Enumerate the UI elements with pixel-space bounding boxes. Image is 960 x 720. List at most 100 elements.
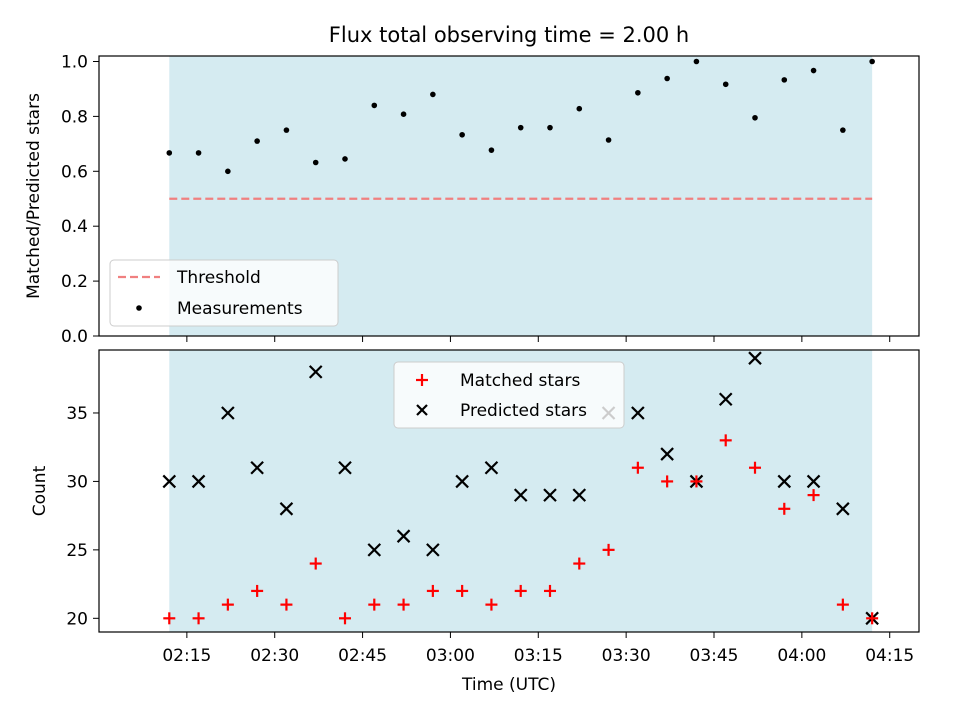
bottom-y-tick-label: 20 <box>66 609 88 629</box>
predicted-star-point <box>250 460 264 475</box>
measurement-point <box>312 159 319 166</box>
matched-star-point <box>807 489 820 502</box>
matched-star-point <box>485 598 498 611</box>
matched-star-point <box>192 612 205 625</box>
matched-star-point <box>163 612 176 625</box>
x-axis-label: Time (UTC) <box>461 675 556 695</box>
matched-star-point <box>456 584 469 597</box>
measurement-point <box>722 81 729 88</box>
measurement-point <box>869 58 875 65</box>
measurement-point <box>693 58 700 65</box>
top-y-tick-label: 0.2 <box>61 272 88 292</box>
matched-star-point <box>778 502 791 515</box>
measurement-point <box>166 150 173 156</box>
matched-star-point <box>368 598 381 611</box>
matched-star-point <box>866 612 879 625</box>
legend-matched-swatch <box>416 374 428 386</box>
predicted-star-point <box>484 460 499 475</box>
matched-star-point <box>631 461 644 474</box>
predicted-star-point <box>367 543 382 557</box>
legend-predicted-label: Predicted stars <box>460 401 587 421</box>
bottom-y-tick-label: 30 <box>66 472 88 492</box>
legend-threshold-label: Threshold <box>176 268 261 288</box>
matched-star-point <box>397 598 410 611</box>
top-y-tick-label: 1.0 <box>61 52 88 72</box>
predicted-star-point <box>631 406 645 420</box>
measurement-point <box>840 127 846 133</box>
bottom-x-ticks: 02:15 02:30 02:45 03:00 03:15 03:30 03:45 04:00… <box>162 632 914 666</box>
measurement-point <box>664 75 670 82</box>
top-y-tick-label: 0.8 <box>61 107 88 127</box>
measurement-point <box>488 147 495 153</box>
legend-predicted-swatch <box>416 404 428 416</box>
predicted-star-point <box>748 351 762 365</box>
predicted-star-point <box>572 488 587 502</box>
measurement-point <box>576 105 583 112</box>
measurement-point <box>430 91 436 98</box>
top-y-tick-label: 0.6 <box>61 162 88 182</box>
matched-star-point <box>221 598 234 611</box>
measurement-point <box>605 137 612 143</box>
measurement-point <box>517 124 524 131</box>
predicted-star-point <box>455 474 469 489</box>
x-tick-label: 02:15 <box>162 646 211 666</box>
measurement-point <box>635 89 641 96</box>
x-tick-label: 04:00 <box>777 646 826 666</box>
bottom-legend-box <box>393 361 625 429</box>
top-y-tick-label: 0.0 <box>61 327 88 347</box>
predicted-star-point <box>221 406 235 420</box>
measurement-point <box>254 138 260 144</box>
matched-star-point <box>719 434 732 447</box>
top-x-ticks <box>186 336 891 342</box>
matched-star-point <box>309 557 322 570</box>
matched-star-point <box>602 543 615 556</box>
legend-matched-label: Matched stars <box>460 371 580 391</box>
measurement-point <box>400 111 407 117</box>
x-tick-label: 04:15 <box>865 646 914 666</box>
matched-star-point <box>339 612 351 625</box>
x-tick-label: 03:30 <box>602 646 651 666</box>
predicted-star-point <box>543 488 557 502</box>
x-tick-label: 02:30 <box>250 646 299 666</box>
predicted-star-point <box>162 474 177 489</box>
predicted-star-point <box>279 502 294 516</box>
matched-star-point <box>544 584 556 597</box>
chart-title: Flux total observing time = 2.00 h <box>329 23 689 47</box>
predicted-star-point <box>513 488 528 502</box>
bottom-y-tick-label: 25 <box>66 541 88 561</box>
measurement-point <box>781 77 788 83</box>
predicted-star-point <box>396 529 411 543</box>
top-y-ticks: 0.0 0.2 0.4 0.6 0.8 1.0 <box>61 52 99 347</box>
top-axes-frame <box>98 55 920 337</box>
measurement-points <box>166 58 875 175</box>
ratio-panel: 0.0 0.2 0.4 0.6 0.8 1.0 Matched/Predicted sta… <box>24 52 920 347</box>
matched-star-point <box>426 584 439 597</box>
x-tick-label: 03:00 <box>426 646 475 666</box>
matched-star-point <box>514 584 527 597</box>
x-tick-label: 03:15 <box>514 646 563 666</box>
count-panel: 20 25 30 35 02:15 02:30 02:45 03:00 03:15 03:30 0… <box>30 349 920 695</box>
bottom-y-tick-label: 35 <box>66 404 88 424</box>
matched-star-point <box>251 584 264 597</box>
predicted-star-point <box>426 543 440 557</box>
predicted-star-point <box>777 474 792 489</box>
count-points <box>162 351 879 626</box>
top-y-tick-label: 0.4 <box>61 217 88 237</box>
bottom-legend: Matched stars Predicted stars <box>393 361 625 429</box>
legend-measurement-swatch <box>136 305 142 311</box>
measurement-point <box>371 102 378 109</box>
matched-star-point <box>749 461 761 474</box>
measurement-point <box>752 114 758 121</box>
matched-star-point <box>661 475 674 488</box>
bottom-y-axis-label: Count <box>30 465 50 516</box>
x-tick-label: 02:45 <box>338 646 387 666</box>
matched-star-point <box>280 598 293 611</box>
matched-star-point <box>836 598 849 611</box>
measurement-point <box>225 168 231 175</box>
predicted-star-point <box>718 392 733 407</box>
predicted-star-point <box>806 474 821 489</box>
measurement-point <box>342 156 348 162</box>
bottom-axes-frame <box>98 349 920 633</box>
legend-measurement-label: Measurements <box>177 299 303 319</box>
